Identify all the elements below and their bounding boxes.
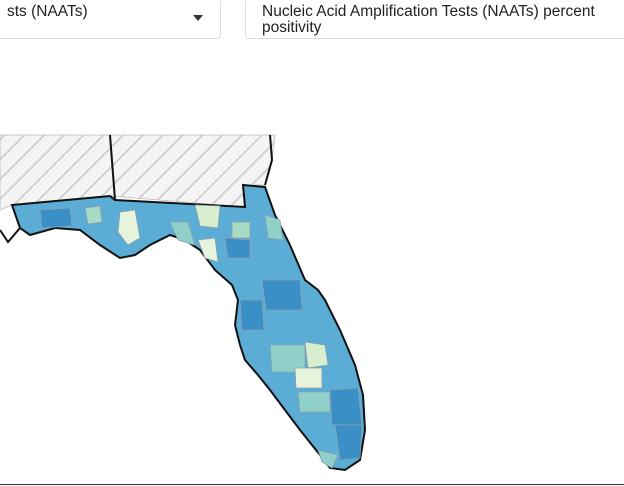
county: [317, 449, 339, 469]
county: [329, 387, 363, 426]
measure-dropdown[interactable]: sts (NAATs): [0, 0, 221, 39]
dropdown-label: sts (NAATs): [7, 3, 88, 20]
dropdown-caret: [193, 15, 203, 21]
county: [197, 237, 219, 263]
county: [264, 214, 284, 241]
county: [239, 299, 265, 331]
county: [84, 205, 103, 225]
county: [297, 391, 331, 413]
state-border: [0, 134, 274, 244]
county: [224, 237, 251, 259]
dropdown-label: Nucleic Acid Amplification Tests (NAATs)…: [262, 3, 595, 36]
county: [117, 209, 141, 246]
counties: [39, 204, 363, 469]
county: [294, 367, 323, 389]
no-data-region: [0, 134, 276, 211]
county: [304, 341, 329, 369]
county: [194, 204, 221, 229]
county: [231, 221, 251, 239]
county: [39, 207, 73, 229]
florida: [10, 183, 367, 472]
county: [334, 424, 363, 461]
county: [261, 279, 303, 311]
metric-dropdown[interactable]: Nucleic Acid Amplification Tests (NAATs)…: [245, 0, 624, 39]
county: [169, 221, 196, 246]
